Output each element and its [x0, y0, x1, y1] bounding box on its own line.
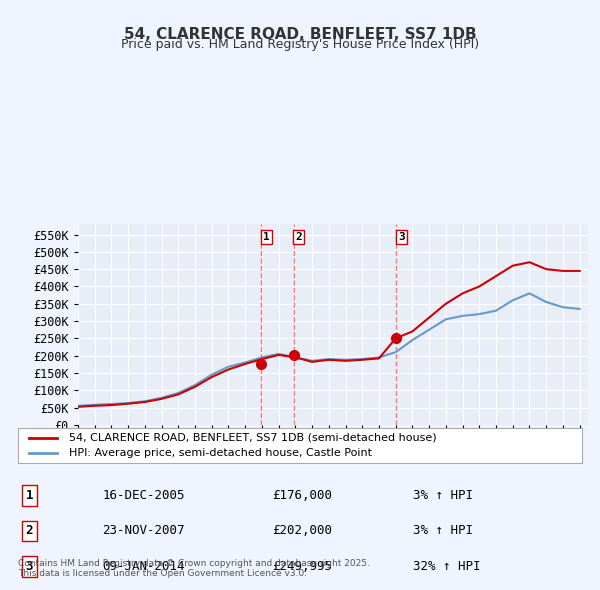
Text: Contains HM Land Registry data © Crown copyright and database right 2025.
This d: Contains HM Land Registry data © Crown c…: [18, 559, 370, 578]
Text: 3: 3: [26, 560, 33, 573]
Text: £249,995: £249,995: [272, 560, 332, 573]
Text: 3% ↑ HPI: 3% ↑ HPI: [413, 525, 473, 537]
Text: HPI: Average price, semi-detached house, Castle Point: HPI: Average price, semi-detached house,…: [69, 448, 372, 458]
Text: 54, CLARENCE ROAD, BENFLEET, SS7 1DB: 54, CLARENCE ROAD, BENFLEET, SS7 1DB: [124, 27, 476, 41]
Text: 23-NOV-2007: 23-NOV-2007: [103, 525, 185, 537]
Text: 2: 2: [295, 232, 302, 242]
Text: £176,000: £176,000: [272, 489, 332, 502]
Text: 3% ↑ HPI: 3% ↑ HPI: [413, 489, 473, 502]
Text: 1: 1: [26, 489, 33, 502]
Text: Price paid vs. HM Land Registry's House Price Index (HPI): Price paid vs. HM Land Registry's House …: [121, 38, 479, 51]
Text: 1: 1: [263, 232, 269, 242]
Text: £202,000: £202,000: [272, 525, 332, 537]
Text: 2: 2: [26, 525, 33, 537]
Text: 54, CLARENCE ROAD, BENFLEET, SS7 1DB (semi-detached house): 54, CLARENCE ROAD, BENFLEET, SS7 1DB (se…: [69, 432, 436, 442]
Text: 16-DEC-2005: 16-DEC-2005: [103, 489, 185, 502]
Text: 32% ↑ HPI: 32% ↑ HPI: [413, 560, 480, 573]
Text: 09-JAN-2014: 09-JAN-2014: [103, 560, 185, 573]
Text: 3: 3: [398, 232, 404, 242]
